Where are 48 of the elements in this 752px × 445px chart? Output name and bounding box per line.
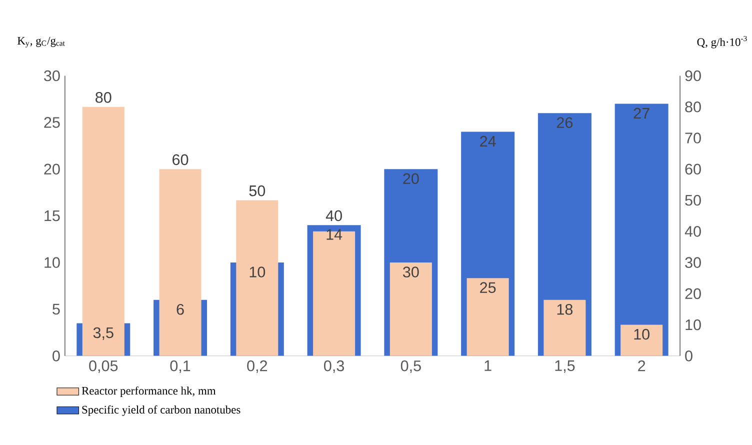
x-tick-label: 0,05 — [89, 360, 118, 374]
data-label: 60 — [172, 154, 188, 166]
data-label: 30 — [403, 266, 419, 278]
y-tick-label: 0 — [52, 350, 60, 362]
data-label: 10 — [250, 266, 266, 278]
y-tick-label: 20 — [44, 164, 60, 175]
data-label: 20 — [403, 173, 419, 184]
y2-tick-label: 90 — [685, 70, 701, 82]
y2-tick-label: 50 — [685, 194, 701, 206]
y2-tick-label: 70 — [685, 132, 701, 144]
data-label: 3,5 — [93, 327, 114, 340]
data-label: 27 — [634, 108, 650, 119]
x-tick-label: 0,3 — [324, 360, 344, 374]
y2-tick-label: 80 — [685, 101, 701, 112]
data-label: 24 — [480, 136, 496, 147]
data-label: 10 — [634, 328, 650, 340]
data-label: 14 — [326, 229, 342, 240]
y-tick-label: 25 — [44, 117, 60, 128]
legend-label: Reactor performance hk, mm — [82, 386, 216, 397]
data-label: 26 — [556, 117, 573, 128]
y2-tick-label: 60 — [685, 164, 701, 175]
y2-axis-title: Q, g/h·10$^{-3}$ — [697, 36, 747, 48]
x-tick-label: 2 — [638, 360, 646, 372]
y-axis-title: K$_{y}$, g$_{C}$/g$_{cat}$ — [18, 36, 65, 48]
x-tick-label: 0,5 — [400, 360, 421, 374]
y-tick-label: 10 — [44, 257, 60, 268]
y2-tick-label: 0 — [685, 350, 692, 362]
x-tick-label: 1 — [484, 360, 492, 371]
y-tick-label: 30 — [44, 70, 60, 82]
x-tick-label: 1,5 — [555, 360, 575, 373]
y-tick-label: 15 — [44, 210, 60, 222]
data-label: 80 — [96, 92, 112, 103]
bar — [544, 300, 586, 356]
y2-tick-label: 20 — [685, 288, 701, 300]
x-tick-label: 0,2 — [247, 360, 268, 374]
data-label: 50 — [249, 185, 266, 196]
y2-tick-label: 40 — [684, 226, 701, 237]
y2-tick-label: 30 — [685, 257, 701, 268]
bar — [620, 324, 663, 356]
data-label: 6 — [176, 304, 184, 315]
y2-tick-label: 10 — [686, 319, 701, 330]
legend-label: Specific yield of carbon nanotubes — [82, 405, 240, 416]
data-label: 25 — [480, 282, 496, 293]
bar — [614, 104, 668, 356]
data-label: 18 — [557, 304, 573, 315]
y-tick-label: 5 — [52, 304, 60, 315]
data-label: 40 — [326, 210, 342, 222]
x-tick-label: 0,1 — [170, 360, 190, 374]
